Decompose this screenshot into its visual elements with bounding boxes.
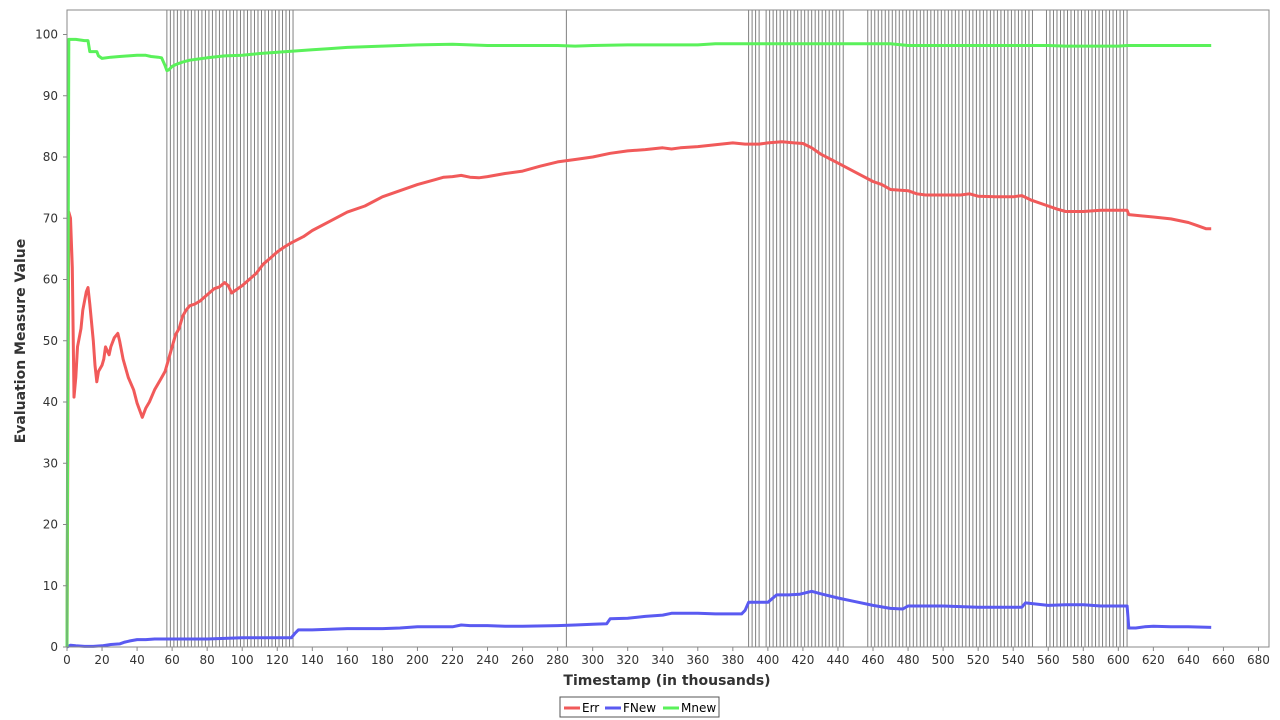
x-tick-label: 620 [1142,653,1165,667]
x-tick-label: 120 [266,653,289,667]
x-tick-label: 40 [129,653,144,667]
x-tick-label: 440 [827,653,850,667]
x-tick-label: 560 [1037,653,1060,667]
x-tick-label: 480 [897,653,920,667]
y-tick-label: 80 [43,150,58,164]
y-axis-title: Evaluation Measure Value [13,239,29,444]
axes: 0 20 40 60 80 100 120 140 160 180 200 220 240 260 280 3… [35,9,1270,667]
series-lines [65,37,1212,649]
series-line-mnew [65,37,1212,648]
x-tick-label: 360 [686,653,709,667]
y-tick-label: 10 [43,579,58,593]
x-tick-label: 300 [581,653,604,667]
y-tick-label: 70 [43,211,58,225]
y-tick-label: 0 [50,640,58,654]
x-tick-label: 140 [301,653,324,667]
x-tick-label: 680 [1247,653,1270,667]
x-tick-label: 340 [651,653,674,667]
legend: Err FNew Mnew [559,696,720,718]
legend-label-mnew: Mnew [681,701,716,715]
plot-frame [66,9,1270,648]
x-tick-label: 660 [1212,653,1235,667]
x-tick-label: 400 [756,653,779,667]
y-tick-label: 30 [43,456,58,470]
series-line-fnew [66,589,1212,649]
legend-label-err: Err [582,701,599,715]
x-tick-label: 80 [200,653,215,667]
x-tick-label: 160 [336,653,359,667]
y-tick-label: 90 [43,89,58,103]
series-line-err [65,140,1212,648]
x-tick-label: 20 [94,653,109,667]
x-tick-label: 200 [406,653,429,667]
x-tick-label: 180 [371,653,394,667]
x-tick-label: 500 [932,653,955,667]
legend-box [559,696,720,718]
x-tick-label: 460 [862,653,885,667]
x-axis-title: Timestamp (in thousands) [563,673,770,689]
x-tick-label: 420 [791,653,814,667]
x-tick-label: 640 [1177,653,1200,667]
x-tick-label: 60 [164,653,179,667]
y-tick-label: 50 [43,334,58,348]
legend-label-fnew: FNew [623,701,656,715]
x-tick-label: 220 [441,653,464,667]
y-tick-label: 60 [43,273,58,287]
x-tick-label: 320 [616,653,639,667]
x-tick-label: 380 [721,653,744,667]
y-tick-label: 100 [35,28,58,42]
x-tick-label: 100 [231,653,254,667]
drift-markers [166,10,1128,647]
x-tick-label: 240 [476,653,499,667]
x-tick-label: 540 [1002,653,1025,667]
x-tick-label: 0 [63,653,71,667]
x-tick-label: 600 [1107,653,1130,667]
y-tick-label: 40 [43,395,58,409]
y-tick-label: 20 [43,518,58,532]
x-tick-label: 580 [1072,653,1095,667]
x-tick-label: 520 [967,653,990,667]
x-tick-label: 260 [511,653,534,667]
x-tick-label: 280 [546,653,569,667]
